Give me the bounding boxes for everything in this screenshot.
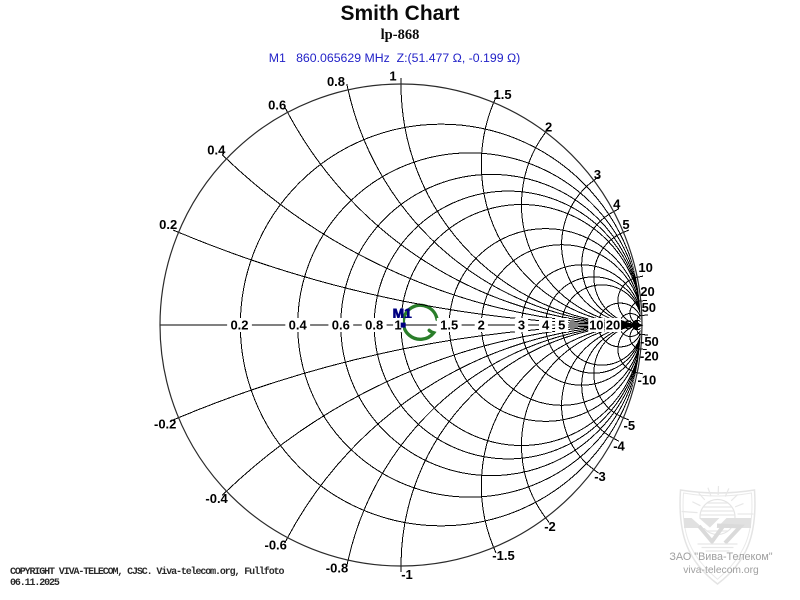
svg-text:10: 10 xyxy=(589,318,603,333)
svg-text:0.6: 0.6 xyxy=(332,318,350,333)
svg-text:20: 20 xyxy=(640,284,654,299)
svg-text:0.2: 0.2 xyxy=(230,318,248,333)
svg-text:-2: -2 xyxy=(544,519,556,534)
svg-text:ЗАО "Вива-Телеком": ЗАО "Вива-Телеком" xyxy=(669,551,772,563)
svg-text:5: 5 xyxy=(622,217,629,232)
svg-text:1.5: 1.5 xyxy=(440,318,458,333)
svg-text:-20: -20 xyxy=(640,348,659,363)
svg-text:0.6: 0.6 xyxy=(268,98,286,113)
svg-text:1: 1 xyxy=(394,318,401,333)
svg-text:-3: -3 xyxy=(594,469,606,484)
svg-text:viva-telecom.org: viva-telecom.org xyxy=(683,565,759,576)
svg-text:-50: -50 xyxy=(640,334,659,349)
svg-text:10: 10 xyxy=(638,260,652,275)
svg-text:-1.5: -1.5 xyxy=(492,548,514,563)
svg-text:0.4: 0.4 xyxy=(289,318,308,333)
svg-text:0.8: 0.8 xyxy=(365,318,383,333)
svg-text:0.2: 0.2 xyxy=(159,217,177,232)
svg-text:-1: -1 xyxy=(401,567,413,582)
svg-text:-4: -4 xyxy=(613,439,625,454)
svg-text:4: 4 xyxy=(542,318,550,333)
svg-text:-10: -10 xyxy=(638,373,657,388)
svg-text:2: 2 xyxy=(478,318,485,333)
svg-text:-0.2: -0.2 xyxy=(154,416,176,431)
svg-text:2: 2 xyxy=(545,120,552,135)
svg-text:50: 50 xyxy=(642,300,656,315)
svg-text:-0.8: -0.8 xyxy=(326,561,348,576)
svg-text:M1: M1 xyxy=(392,306,411,321)
svg-text:4: 4 xyxy=(613,197,621,212)
svg-text:-5: -5 xyxy=(624,418,636,433)
svg-text:1.5: 1.5 xyxy=(494,87,512,102)
svg-text:50: 50 xyxy=(625,318,639,333)
svg-text:0.4: 0.4 xyxy=(207,143,226,158)
svg-text:-0.6: -0.6 xyxy=(264,538,286,553)
svg-text:0.8: 0.8 xyxy=(327,74,345,89)
svg-text:20: 20 xyxy=(606,318,620,333)
svg-text:-0.4: -0.4 xyxy=(205,491,228,506)
svg-text:5: 5 xyxy=(558,318,565,333)
svg-text:3: 3 xyxy=(518,318,525,333)
svg-text:3: 3 xyxy=(594,167,601,182)
svg-text:1: 1 xyxy=(389,69,396,84)
